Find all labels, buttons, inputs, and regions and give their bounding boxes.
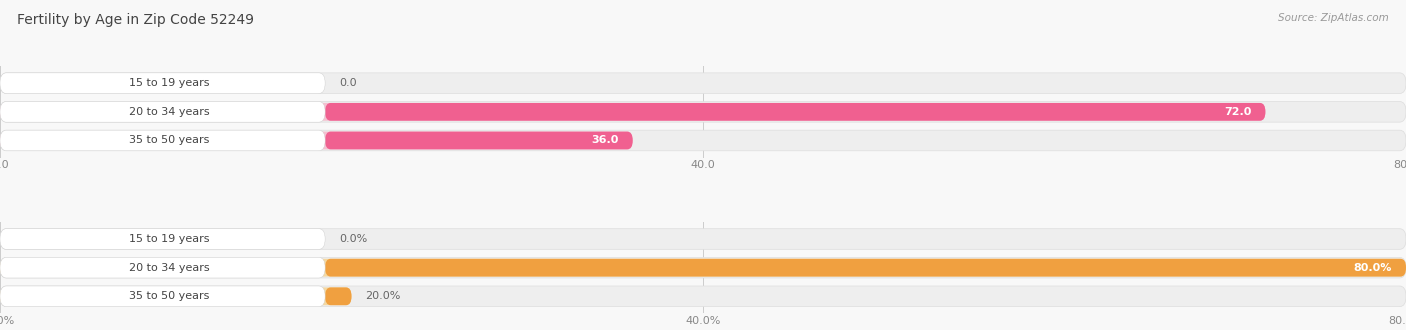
FancyBboxPatch shape: [0, 132, 633, 149]
FancyBboxPatch shape: [0, 259, 1406, 277]
FancyBboxPatch shape: [325, 287, 352, 305]
Text: 15 to 19 years: 15 to 19 years: [129, 78, 209, 88]
FancyBboxPatch shape: [0, 229, 1406, 249]
Text: 15 to 19 years: 15 to 19 years: [129, 234, 209, 244]
Text: 20.0%: 20.0%: [366, 291, 401, 301]
FancyBboxPatch shape: [0, 73, 325, 93]
Text: 0.0%: 0.0%: [339, 234, 367, 244]
Text: 72.0: 72.0: [1225, 107, 1251, 117]
FancyBboxPatch shape: [0, 286, 1406, 307]
FancyBboxPatch shape: [0, 287, 352, 305]
FancyBboxPatch shape: [0, 257, 1406, 278]
FancyBboxPatch shape: [0, 286, 325, 307]
Text: 0.0: 0.0: [339, 78, 357, 88]
Text: Fertility by Age in Zip Code 52249: Fertility by Age in Zip Code 52249: [17, 13, 254, 27]
Text: 20 to 34 years: 20 to 34 years: [129, 107, 209, 117]
FancyBboxPatch shape: [0, 73, 1406, 93]
FancyBboxPatch shape: [0, 102, 1406, 122]
FancyBboxPatch shape: [325, 259, 1406, 277]
FancyBboxPatch shape: [0, 130, 325, 151]
Text: 35 to 50 years: 35 to 50 years: [129, 136, 209, 146]
Text: 35 to 50 years: 35 to 50 years: [129, 291, 209, 301]
Text: 36.0: 36.0: [592, 136, 619, 146]
FancyBboxPatch shape: [0, 102, 325, 122]
Text: 20 to 34 years: 20 to 34 years: [129, 263, 209, 273]
Text: Source: ZipAtlas.com: Source: ZipAtlas.com: [1278, 13, 1389, 23]
FancyBboxPatch shape: [0, 130, 1406, 151]
FancyBboxPatch shape: [0, 229, 325, 249]
Text: 80.0%: 80.0%: [1354, 263, 1392, 273]
FancyBboxPatch shape: [0, 103, 1265, 121]
FancyBboxPatch shape: [0, 257, 325, 278]
FancyBboxPatch shape: [325, 132, 633, 149]
FancyBboxPatch shape: [325, 103, 1265, 121]
